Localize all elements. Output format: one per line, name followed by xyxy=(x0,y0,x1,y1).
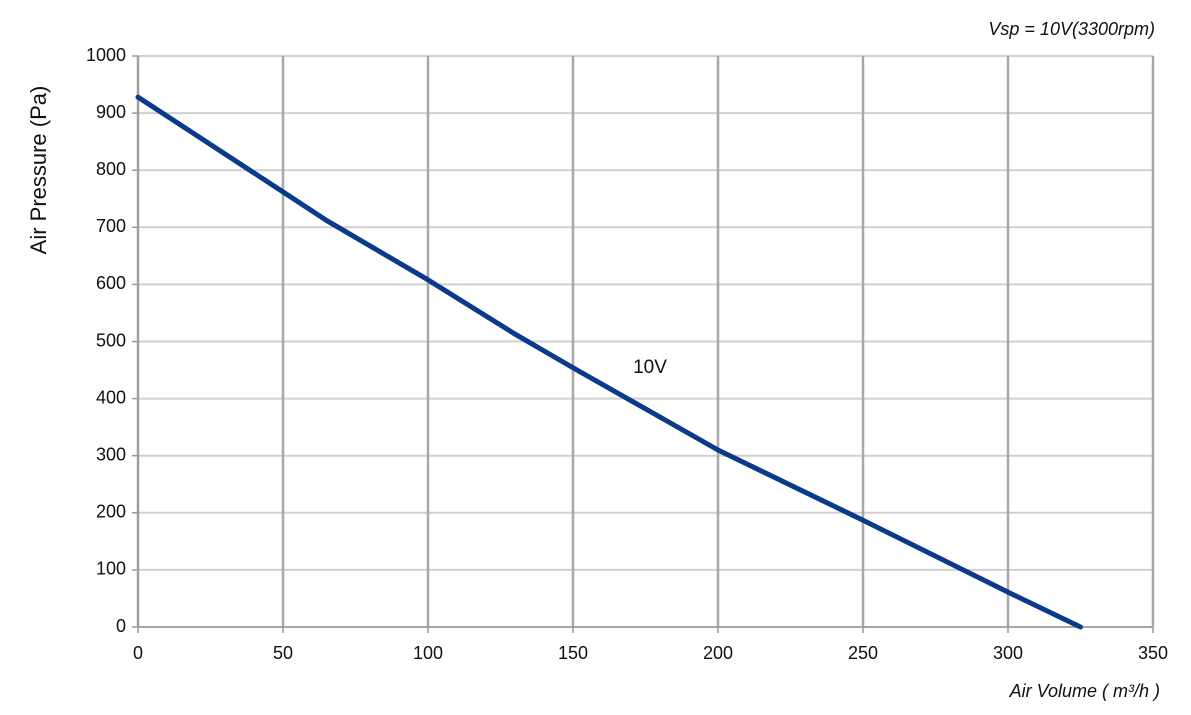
x-tick-label: 0 xyxy=(133,643,143,663)
y-tick-label: 400 xyxy=(96,387,126,407)
y-tick-label: 0 xyxy=(116,616,126,636)
y-axis-label: Air Pressure (Pa) xyxy=(26,86,51,255)
y-tick-label: 800 xyxy=(96,159,126,179)
y-tick-label: 1000 xyxy=(86,45,126,65)
x-tick-label: 200 xyxy=(703,643,733,663)
y-tick-label: 300 xyxy=(96,444,126,464)
x-tick-label: 150 xyxy=(558,643,588,663)
y-tick-label: 100 xyxy=(96,559,126,579)
x-tick-label: 250 xyxy=(848,643,878,663)
x-axis-label: Air Volume ( m³/h ) xyxy=(1009,681,1160,701)
series-label: 10V xyxy=(633,357,667,378)
chart-subtitle: Vsp = 10V(3300rpm) xyxy=(988,19,1155,39)
y-tick-label: 200 xyxy=(96,502,126,522)
x-tick-label: 100 xyxy=(413,643,443,663)
y-tick-label: 700 xyxy=(96,216,126,236)
x-tick-label: 350 xyxy=(1138,643,1168,663)
x-tick-label: 300 xyxy=(993,643,1023,663)
y-tick-label: 900 xyxy=(96,102,126,122)
data-line xyxy=(135,94,1083,630)
y-tick-label: 600 xyxy=(96,273,126,293)
y-tick-label: 500 xyxy=(96,330,126,350)
x-tick-label: 50 xyxy=(273,643,293,663)
